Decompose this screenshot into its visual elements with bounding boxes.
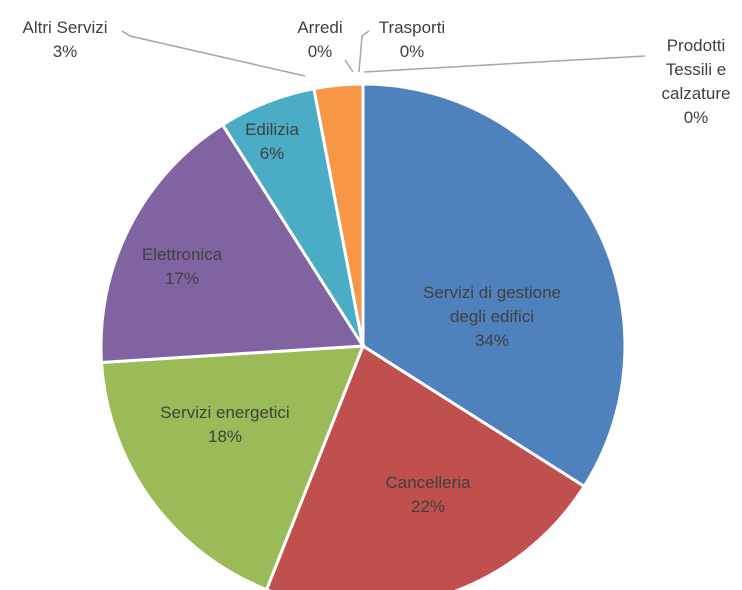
pie-slice	[99, 122, 366, 365]
slice-label-box: Trasporti 0%	[362, 10, 462, 70]
slice-label: Edilizia 6%	[227, 107, 317, 177]
slice-label: Arredi 0%	[285, 10, 355, 70]
slice-label: Elettronica 17%	[107, 232, 257, 302]
value-label: 34%	[474, 331, 510, 350]
category-label: Servizi energetici	[160, 403, 290, 422]
leader-line	[121, 30, 306, 77]
slice-label-box: Edilizia 6%	[227, 107, 317, 177]
category-label: Prodotti Tessili e calzature	[661, 36, 731, 103]
pie-slice	[361, 82, 627, 489]
category-label: Elettronica	[141, 245, 223, 264]
pie-slice	[264, 343, 587, 590]
value-label: 0%	[399, 42, 425, 61]
slice-label-box: Servizi di gestione degli edifici 34%	[407, 252, 577, 382]
slice-label-box: Arredi 0%	[285, 10, 355, 70]
pie-slice	[99, 344, 366, 590]
value-label: 6%	[259, 144, 285, 163]
category-label: Servizi di gestione degli edifici	[423, 283, 561, 326]
leader-line	[358, 30, 370, 73]
category-label: Arredi	[297, 18, 343, 37]
category-label: Trasporti	[378, 18, 446, 37]
category-label: Edilizia	[245, 120, 299, 139]
category-label: Cancelleria	[385, 473, 471, 492]
value-label: 18%	[207, 427, 243, 446]
leader-line	[344, 59, 354, 73]
slice-label: Servizi energetici 18%	[150, 375, 300, 475]
value-label: 17%	[164, 269, 200, 288]
value-label: 0%	[683, 108, 709, 127]
slice-label: Altri Servizi 3%	[0, 10, 130, 70]
slice-label-box: Servizi energetici 18%	[150, 375, 300, 475]
category-label: Altri Servizi	[22, 18, 108, 37]
value-label: 22%	[410, 497, 446, 516]
slice-label: Cancelleria 22%	[353, 460, 503, 530]
slice-label-box: Cancelleria 22%	[353, 460, 503, 530]
value-label: 0%	[307, 42, 333, 61]
slice-label: Trasporti 0%	[362, 10, 462, 70]
slice-label-box: Elettronica 17%	[107, 232, 257, 302]
slice-label: Servizi di gestione degli edifici 34%	[407, 252, 577, 382]
leader-line	[363, 55, 646, 73]
slice-label-box: Altri Servizi 3%	[0, 10, 130, 70]
value-label: 3%	[52, 42, 78, 61]
slice-label-box: Prodotti Tessili e calzature 0%	[651, 27, 741, 137]
slice-label: Prodotti Tessili e calzature 0%	[651, 27, 741, 137]
